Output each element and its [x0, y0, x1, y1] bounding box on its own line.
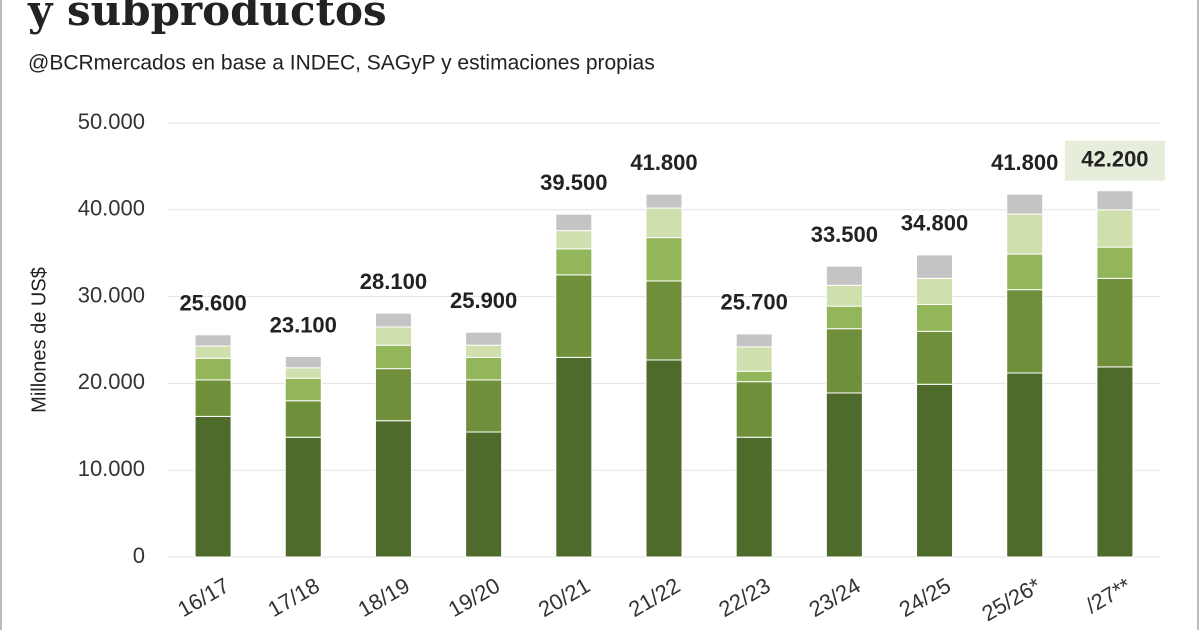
x-tick-label: 24/25 — [895, 573, 955, 622]
y-tick-label: 20.000 — [78, 369, 145, 394]
bar-segment — [1006, 289, 1044, 374]
y-axis-label: Millones de US$ — [28, 267, 50, 413]
subtitle: @BCRmercados en base a INDEC, SAGyP y es… — [28, 52, 655, 75]
y-tick-label: 30.000 — [78, 282, 145, 307]
bar-segment — [374, 326, 412, 346]
bar-segment — [284, 400, 322, 438]
bar-segment — [645, 207, 683, 239]
total-label: 39.500 — [540, 170, 607, 195]
bar-segment — [555, 213, 593, 232]
bar-segment — [284, 355, 322, 369]
bar-segment — [1096, 277, 1134, 368]
bar-segment — [1006, 253, 1044, 291]
x-tick-label: 17/18 — [263, 573, 323, 622]
bar-segment — [284, 377, 322, 402]
bar-segment — [916, 330, 954, 385]
bar-segment — [916, 383, 954, 558]
bar-segment — [735, 346, 773, 372]
bar-segment — [465, 379, 503, 433]
bar-segment — [735, 333, 773, 348]
total-label: 33.500 — [811, 222, 878, 247]
y-tick-label: 0 — [133, 543, 145, 568]
bar-segment — [825, 392, 863, 558]
chart-title: y subproductos — [27, 0, 387, 35]
bar-segment — [465, 344, 503, 358]
bar-segment — [645, 193, 683, 209]
bar-segment — [916, 277, 954, 305]
total-label: 41.800 — [630, 150, 697, 175]
bar-segment — [374, 312, 412, 328]
x-tick-label: 25/26* — [978, 572, 1046, 626]
bar-segment — [194, 334, 232, 347]
bar-segment — [374, 344, 412, 370]
bar-segment — [194, 415, 232, 558]
bar-segment — [1096, 366, 1134, 558]
bar-segment — [645, 237, 683, 282]
y-tick-label: 50.000 — [78, 109, 145, 134]
bar-segment — [735, 381, 773, 438]
bar-segment — [735, 436, 773, 558]
bar-segment — [374, 368, 412, 422]
total-label: 25.600 — [179, 291, 246, 316]
bar-segment — [825, 328, 863, 394]
bar-segment — [825, 305, 863, 330]
total-label: 28.100 — [360, 269, 427, 294]
bar-segment — [735, 370, 773, 383]
bar-segment — [825, 284, 863, 307]
x-tick-label: 16/17 — [173, 573, 233, 622]
bar-segment — [194, 357, 232, 381]
bar-segment — [374, 420, 412, 558]
bar-segment — [465, 356, 503, 381]
x-tick-label: /27** — [1081, 573, 1135, 619]
x-tick-label: 20/21 — [534, 573, 594, 622]
x-tick-label: 19/20 — [444, 573, 504, 622]
bar-segment — [645, 280, 683, 361]
y-tick-label: 10.000 — [78, 456, 145, 481]
y-tick-label: 40.000 — [78, 196, 145, 221]
total-label: 41.800 — [991, 150, 1058, 175]
label-highlight — [1064, 140, 1165, 181]
x-tick-label: 18/19 — [354, 573, 414, 622]
total-label: 25.900 — [450, 288, 517, 313]
x-tick-label: 21/22 — [624, 573, 684, 622]
bar-segment — [916, 303, 954, 332]
total-label: 25.700 — [721, 290, 788, 315]
total-label: 34.800 — [901, 211, 968, 236]
bar-segment — [194, 345, 232, 359]
bar-segment — [284, 367, 322, 379]
bar-segment — [1096, 209, 1134, 248]
bar-segment — [825, 265, 863, 286]
bar-segment — [555, 248, 593, 276]
x-tick-label: 23/24 — [805, 573, 865, 622]
bar-segment — [1006, 372, 1044, 558]
bar-segment — [555, 274, 593, 358]
bar-segment — [1096, 190, 1134, 211]
bar-segment — [1006, 193, 1044, 215]
bar-segment — [465, 331, 503, 346]
bar-segment — [1096, 246, 1134, 279]
x-tick-label: 22/23 — [714, 573, 774, 622]
bar-segment — [555, 356, 593, 558]
bar-segment — [465, 431, 503, 558]
bar-segment — [194, 379, 232, 417]
bar-segment — [1006, 213, 1044, 255]
bar-segment — [645, 359, 683, 558]
bar-segment — [916, 254, 954, 279]
bar-segment — [284, 436, 322, 558]
bar-segment — [555, 230, 593, 250]
total-label: 23.100 — [270, 312, 337, 337]
total-label: 42.200 — [1081, 147, 1148, 172]
